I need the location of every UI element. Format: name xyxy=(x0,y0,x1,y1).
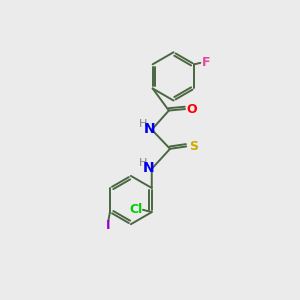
Text: N: N xyxy=(144,122,155,136)
Text: S: S xyxy=(189,140,198,153)
Text: I: I xyxy=(106,220,111,232)
Text: F: F xyxy=(202,56,211,69)
Text: H: H xyxy=(139,158,147,168)
Text: Cl: Cl xyxy=(130,203,143,216)
Text: O: O xyxy=(186,103,197,116)
Text: H: H xyxy=(139,119,148,129)
Text: N: N xyxy=(143,161,154,175)
